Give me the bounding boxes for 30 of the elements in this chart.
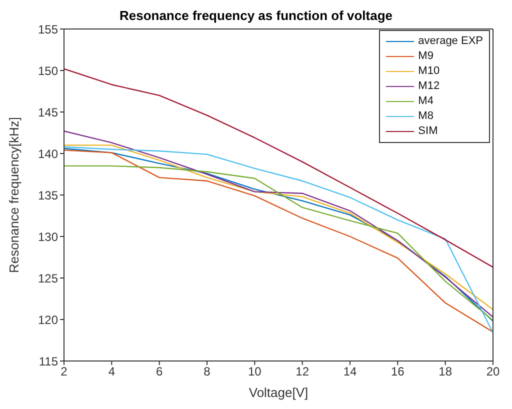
x-tick-label: 20 bbox=[486, 364, 500, 379]
legend-label: M10 bbox=[418, 64, 440, 79]
line-series bbox=[64, 68, 493, 268]
chart-title: Resonance frequency as function of voltage bbox=[118, 8, 394, 23]
y-tick-label: 140 bbox=[38, 146, 58, 161]
x-tick-label: 10 bbox=[248, 364, 262, 379]
x-tick-label: 6 bbox=[156, 364, 163, 379]
x-tick-label: 2 bbox=[60, 364, 68, 379]
x-tick-label: 12 bbox=[296, 364, 310, 379]
legend-label: average EXP bbox=[418, 34, 483, 49]
y-tick-label: 120 bbox=[38, 312, 58, 327]
legend-label: SIM bbox=[418, 124, 438, 139]
x-tick-label: 8 bbox=[204, 364, 211, 379]
y-tick-label: 150 bbox=[38, 64, 58, 78]
y-tick-label: 130 bbox=[38, 230, 58, 244]
legend-label: M9 bbox=[418, 49, 434, 64]
x-tick-label: 14 bbox=[343, 364, 357, 379]
y-tick-label: 115 bbox=[38, 354, 58, 368]
y-tick-label: 155 bbox=[38, 22, 58, 36]
legend-label: M12 bbox=[418, 79, 440, 94]
y-axis-title: Resonance frequency[kHz] bbox=[6, 116, 22, 274]
x-tick-label: 18 bbox=[438, 364, 452, 379]
y-tick-label: 135 bbox=[38, 188, 58, 202]
y-tick-label: 125 bbox=[38, 271, 58, 286]
y-tick-label: 145 bbox=[38, 105, 58, 120]
x-tick-label: 4 bbox=[108, 364, 116, 379]
legend-label: M4 bbox=[418, 94, 434, 109]
legend-label: M8 bbox=[418, 109, 434, 124]
x-axis-title: Voltage[V] bbox=[248, 385, 308, 400]
x-tick-label: 16 bbox=[390, 364, 405, 379]
